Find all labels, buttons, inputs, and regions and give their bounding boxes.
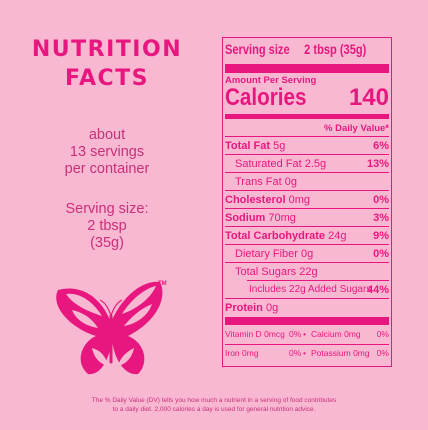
title-line-2: FACTS — [64, 66, 150, 91]
nutrient-dv: 0% — [373, 248, 389, 260]
micro-amount: 0mg — [344, 329, 361, 339]
micro-calcium: Calcium 0mg — [311, 329, 361, 339]
amount-per-serving: Amount Per Serving — [225, 75, 317, 86]
nutrient-dv: 0% — [373, 194, 389, 206]
rule — [225, 172, 389, 173]
nutrient-row-saturated-fat: Saturated Fat 2.5g 13% — [225, 158, 389, 170]
serving-size-row: Serving size 2 tbsp (35g) — [225, 42, 389, 57]
serving-line-1: Serving size: — [65, 201, 149, 217]
nutrient-row-total-carbohydrate: Total Carbohydrate 24g 9% — [225, 230, 389, 242]
serving-size-label: Serving size — [225, 42, 290, 57]
daily-value-header: % Daily Value* — [324, 123, 389, 134]
daily-value-footnote: The % Daily Value (DV) tells you how muc… — [40, 396, 388, 414]
nutrient-dv: 6% — [373, 140, 389, 152]
footnote-line-2: to a daily diet. 2,000 calories a day is… — [112, 406, 316, 413]
rule — [225, 298, 389, 299]
nutrient-row-trans-fat: Trans Fat 0g — [225, 176, 389, 188]
rule — [225, 208, 389, 209]
rule — [225, 244, 389, 245]
about-line-1: about — [88, 127, 126, 143]
nutrient-label: Cholesterol — [225, 194, 286, 206]
nutrient-amount: 5g — [273, 140, 286, 152]
nutrient-dv: 13% — [366, 158, 389, 170]
nutrient-amount: 70mg — [268, 212, 296, 224]
rule — [225, 344, 389, 345]
about-line-3: per container — [64, 161, 150, 177]
nutrient-amount: 0g — [301, 248, 314, 260]
nutrient-amount: 24g — [328, 230, 347, 242]
nutrient-amount: 22g — [299, 266, 318, 278]
about-line-2: 13 servings — [69, 144, 145, 160]
micro-amount: 0mcg — [264, 329, 285, 339]
micro-potassium: Potassium 0mg — [311, 348, 370, 358]
trademark: TM — [158, 281, 167, 287]
micro-dv: 0% — [289, 329, 302, 339]
title-line-1: NUTRITION — [31, 37, 183, 62]
nutrient-row-cholesterol: Cholesterol 0mg 0% — [225, 194, 389, 206]
nutrient-amount: 0mg — [288, 194, 310, 206]
micro-label: Vitamin D — [225, 329, 262, 339]
butterfly-logo-icon — [56, 281, 163, 375]
left-column: NUTRITION FACTS about 13 servings per co… — [0, 0, 214, 380]
nutrient-row-total-fat: Total Fat 5g 6% — [225, 140, 389, 152]
nutrient-label: Saturated Fat — [235, 158, 302, 170]
nutrient-row-protein: Protein 0g — [225, 302, 389, 314]
micro-label: Calcium — [311, 329, 342, 339]
micro-dv: 0% — [289, 348, 302, 358]
calories-value: 140 — [348, 84, 389, 111]
rule — [225, 190, 389, 191]
micro-dv: 0% — [376, 329, 389, 339]
nutrient-row-total-sugars: Total Sugars 22g — [225, 266, 389, 278]
nutrient-amount: 0g — [265, 302, 279, 314]
micro-amount: 0mg — [242, 348, 259, 358]
nutrient-label: Protein — [225, 302, 263, 314]
nutrient-row-sodium: Sodium 70mg 3% — [225, 212, 389, 224]
nutrient-amount: 2.5g — [304, 158, 327, 170]
rule — [225, 154, 389, 155]
micro-label: Iron — [225, 348, 240, 358]
thick-divider — [225, 64, 389, 73]
thick-divider-bottom — [225, 317, 389, 325]
rule — [225, 136, 389, 137]
nutrient-label: Includes 22g Added Sugars — [249, 284, 372, 295]
nutrient-label: Trans Fat — [235, 176, 282, 188]
calories-label: Calories — [225, 84, 307, 111]
nutrient-row-added-sugars: Includes 22g Added Sugars 44% — [225, 284, 389, 296]
serving-line-2: 2 tbsp — [87, 218, 127, 234]
nutrition-facts-panel: Serving size 2 tbsp (35g) Amount Per Ser… — [222, 37, 392, 367]
nutrient-dv: 44% — [366, 284, 389, 296]
micros-row-1: Vitamin D 0mcg 0% • Calcium 0mg 0% — [225, 329, 389, 339]
medium-divider — [225, 114, 389, 119]
nutrient-row-dietary-fiber: Dietary Fiber 0g 0% — [225, 248, 389, 260]
nutrient-dv: 9% — [373, 230, 389, 242]
calories-row: Calories 140 — [225, 84, 389, 112]
serving-size-summary: Serving size: 2 tbsp (35g) — [0, 201, 214, 252]
nutrient-label: Dietary Fiber — [235, 248, 298, 260]
nutrient-label: Total Fat — [225, 140, 271, 152]
servings-per-container: about 13 servings per container — [0, 127, 214, 178]
nutrient-dv: 3% — [373, 212, 389, 224]
micros-row-2: Iron 0mg 0% • Potassium 0mg 0% — [225, 348, 389, 358]
rule — [225, 226, 389, 227]
nutrient-label: Total Carbohydrate — [225, 230, 326, 242]
serving-line-3: (35g) — [90, 235, 124, 251]
nutrient-amount: 0g — [284, 176, 297, 188]
rule — [247, 280, 389, 281]
nutrient-label: Sodium — [225, 212, 266, 224]
nutrient-label: Total Sugars — [235, 266, 297, 278]
footnote-line-1: The % Daily Value (DV) tells you how muc… — [91, 397, 337, 404]
micro-label: Potassium — [311, 348, 351, 358]
serving-size-value: 2 tbsp (35g) — [304, 42, 367, 57]
micro-amount: 0mg — [353, 348, 370, 358]
rule — [225, 262, 389, 263]
micro-dv: 0% — [376, 348, 389, 358]
panel-frame — [222, 37, 392, 367]
